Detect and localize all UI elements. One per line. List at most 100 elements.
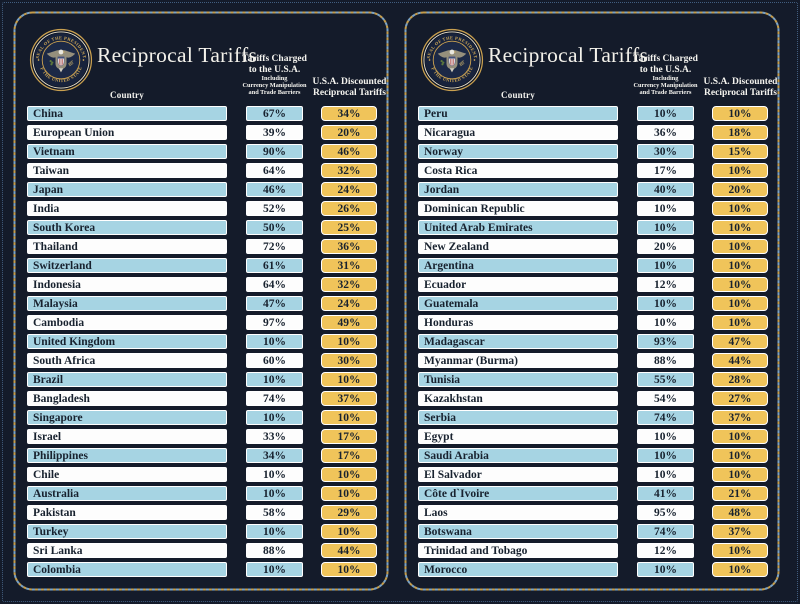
discounted-tariff-cell: 10% xyxy=(321,372,377,387)
tariff-charged-cell: 97% xyxy=(246,315,303,330)
discounted-tariff-cell: 10% xyxy=(712,543,768,558)
discounted-tariff-cell: 10% xyxy=(712,201,768,216)
discounted-tariff-cell: 32% xyxy=(321,163,377,178)
discounted-tariff-cell: 17% xyxy=(321,448,377,463)
table-row: Israel 33% 17% xyxy=(27,429,377,444)
discounted-tariff-cell: 28% xyxy=(712,372,768,387)
tariff-charged-cell: 74% xyxy=(637,524,694,539)
country-cell: European Union xyxy=(27,125,227,140)
tariff-charged-cell: 74% xyxy=(637,410,694,425)
table-row: Chile 10% 10% xyxy=(27,467,377,482)
discount-header-line1: U.S.A. Discounted xyxy=(703,77,778,87)
table-row: Botswana 74% 37% xyxy=(418,524,768,539)
table-row: Nicaragua 36% 18% xyxy=(418,125,768,140)
tariff-charged-cell: 88% xyxy=(246,543,303,558)
column-header-tariffs-charged: Tariffs Charged to the U.S.A. Including … xyxy=(219,54,330,96)
country-cell: El Salvador xyxy=(418,467,618,482)
discounted-tariff-cell: 30% xyxy=(321,353,377,368)
tariff-charged-cell: 46% xyxy=(246,182,303,197)
table-row: Peru 10% 10% xyxy=(418,106,768,121)
table-row: Australia 10% 10% xyxy=(27,486,377,501)
country-cell: Norway xyxy=(418,144,618,159)
discounted-tariff-cell: 47% xyxy=(712,334,768,349)
discounted-tariff-cell: 37% xyxy=(712,524,768,539)
tariff-board-right: SEAL OF THE PRESIDENT OF THE UNITED STAT… xyxy=(404,11,780,591)
discounted-tariff-cell: 10% xyxy=(321,524,377,539)
country-cell: Chile xyxy=(27,467,227,482)
tariff-charged-cell: 20% xyxy=(637,239,694,254)
discounted-tariff-cell: 20% xyxy=(712,182,768,197)
table-row: Norway 30% 15% xyxy=(418,144,768,159)
discount-header-line2: Reciprocal Tariffs xyxy=(313,87,386,98)
tariff-charged-cell: 33% xyxy=(246,429,303,444)
country-cell: Saudi Arabia xyxy=(418,448,618,463)
charged-header-sub2: Currency Manipulation xyxy=(242,82,307,89)
table-row: Philippines 34% 17% xyxy=(27,448,377,463)
presidential-seal: SEAL OF THE PRESIDENT OF THE UNITED STAT… xyxy=(29,28,93,92)
discounted-tariff-cell: 32% xyxy=(321,277,377,292)
table-row: Egypt 10% 10% xyxy=(418,429,768,444)
discounted-tariff-cell: 10% xyxy=(712,448,768,463)
table-row: Laos 95% 48% xyxy=(418,505,768,520)
eagle-icon xyxy=(437,49,467,73)
discounted-tariff-cell: 31% xyxy=(321,258,377,273)
tariff-charged-cell: 36% xyxy=(637,125,694,140)
discounted-tariff-cell: 34% xyxy=(321,106,377,121)
table-row: Guatemala 10% 10% xyxy=(418,296,768,311)
tariff-charged-cell: 30% xyxy=(637,144,694,159)
table-row: Vietnam 90% 46% xyxy=(27,144,377,159)
discounted-tariff-cell: 10% xyxy=(712,429,768,444)
tariff-table-left: China 67% 34% European Union 39% 20% Vietnam 90… xyxy=(27,106,377,581)
country-cell: Costa Rica xyxy=(418,163,618,178)
column-header-country: Country xyxy=(501,90,535,100)
country-cell: India xyxy=(27,201,227,216)
tariff-charged-cell: 41% xyxy=(637,486,694,501)
discounted-tariff-cell: 10% xyxy=(321,410,377,425)
country-cell: South Africa xyxy=(27,353,227,368)
tariff-charged-cell: 12% xyxy=(637,543,694,558)
charged-header-line1: Tariffs Charged xyxy=(633,54,698,64)
tariff-board-left: SEAL OF THE PRESIDENT OF THE UNITED STAT… xyxy=(13,11,389,591)
country-cell: Honduras xyxy=(418,315,618,330)
country-cell: Egypt xyxy=(418,429,618,444)
table-row: Ecuador 12% 10% xyxy=(418,277,768,292)
discounted-tariff-cell: 46% xyxy=(321,144,377,159)
table-row: Taiwan 64% 32% xyxy=(27,163,377,178)
country-cell: Laos xyxy=(418,505,618,520)
country-cell: Cambodia xyxy=(27,315,227,330)
discounted-tariff-cell: 24% xyxy=(321,182,377,197)
table-row: Trinidad and Tobago 12% 10% xyxy=(418,543,768,558)
tariff-charged-cell: 95% xyxy=(637,505,694,520)
charged-header-sub1: Including xyxy=(652,75,679,82)
tariff-charged-cell: 61% xyxy=(246,258,303,273)
table-row: Turkey 10% 10% xyxy=(27,524,377,539)
country-cell: Indonesia xyxy=(27,277,227,292)
country-cell: Morocco xyxy=(418,562,618,577)
discounted-tariff-cell: 44% xyxy=(712,353,768,368)
tariff-charged-cell: 10% xyxy=(637,296,694,311)
tariff-charged-cell: 54% xyxy=(637,391,694,406)
tariff-charged-cell: 64% xyxy=(246,163,303,178)
country-cell: Singapore xyxy=(27,410,227,425)
discounted-tariff-cell: 10% xyxy=(712,315,768,330)
discounted-tariff-cell: 15% xyxy=(712,144,768,159)
country-cell: United Kingdom xyxy=(27,334,227,349)
table-row: Tunisia 55% 28% xyxy=(418,372,768,387)
tariff-charged-cell: 10% xyxy=(246,562,303,577)
discounted-tariff-cell: 10% xyxy=(321,562,377,577)
discounted-tariff-cell: 10% xyxy=(321,334,377,349)
table-row: South Africa 60% 30% xyxy=(27,353,377,368)
discounted-tariff-cell: 10% xyxy=(712,562,768,577)
discounted-tariff-cell: 29% xyxy=(321,505,377,520)
tariff-charged-cell: 10% xyxy=(246,486,303,501)
country-cell: Madagascar xyxy=(418,334,618,349)
country-cell: Ecuador xyxy=(418,277,618,292)
column-header-tariffs-charged: Tariffs Charged to the U.S.A. Including … xyxy=(610,54,721,96)
tariff-charged-cell: 10% xyxy=(637,258,694,273)
charged-header-sub3: and Trade Barriers xyxy=(248,89,301,96)
table-row: Argentina 10% 10% xyxy=(418,258,768,273)
table-row: El Salvador 10% 10% xyxy=(418,467,768,482)
country-cell: Philippines xyxy=(27,448,227,463)
charged-header-sub3: and Trade Barriers xyxy=(639,89,692,96)
country-cell: Pakistan xyxy=(27,505,227,520)
